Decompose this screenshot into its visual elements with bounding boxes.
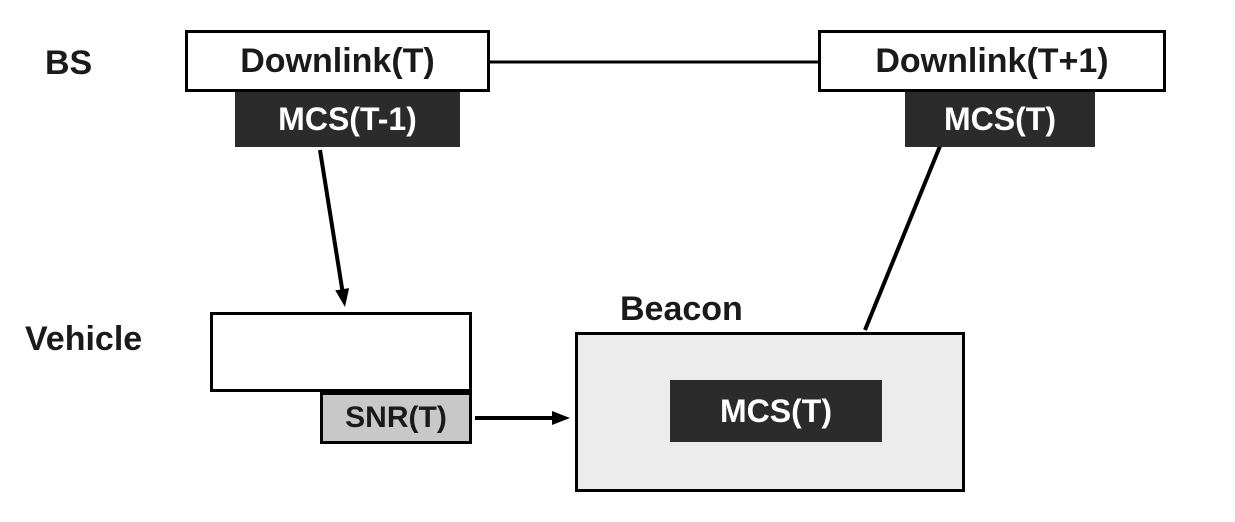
node-downlink-t-plus-1: Downlink(T+1)	[818, 30, 1166, 92]
node-mcs-t-minus-1: MCS(T-1)	[235, 92, 460, 147]
node-mcs-t-beacon: MCS(T)	[670, 380, 882, 442]
node-snr-t: SNR(T)	[320, 392, 472, 444]
node-downlink-t: Downlink(T)	[185, 30, 490, 92]
label-beacon: Beacon	[620, 290, 743, 329]
label-vehicle: Vehicle	[25, 320, 142, 359]
node-mcs-t-top: MCS(T)	[905, 92, 1095, 147]
label-bs: BS	[45, 44, 92, 83]
node-vehicle-box	[210, 312, 472, 392]
